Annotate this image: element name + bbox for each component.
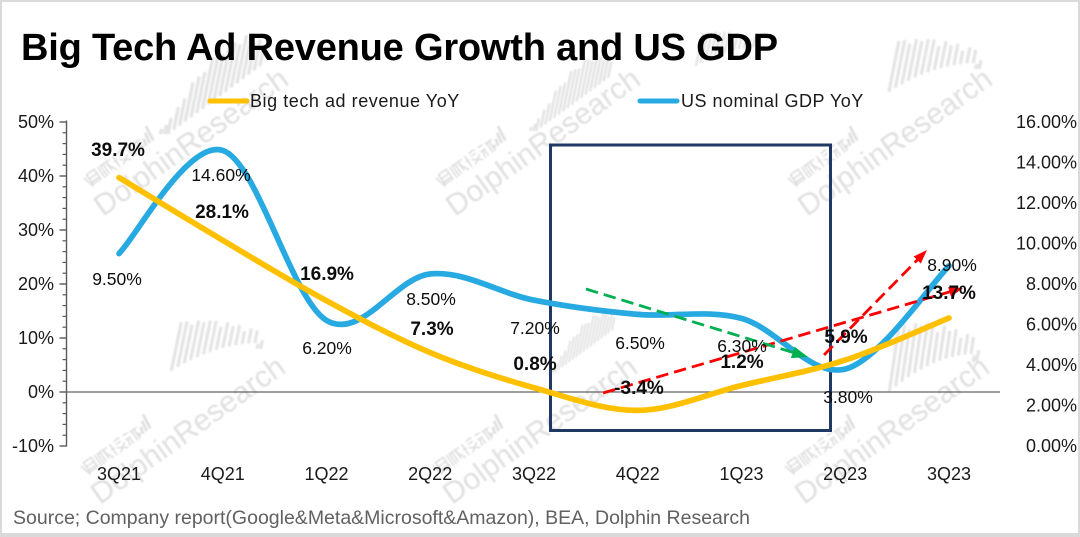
svg-text:0.00%: 0.00% <box>1026 436 1077 456</box>
svg-text:Source; Company report(Google&: Source; Company report(Google&Meta&Micro… <box>13 507 750 529</box>
svg-text:14.60%: 14.60% <box>191 165 250 185</box>
svg-text:13.7%: 13.7% <box>922 283 976 304</box>
svg-text:6.50%: 6.50% <box>615 333 665 353</box>
svg-text:2.00%: 2.00% <box>1026 396 1077 416</box>
svg-text:1.2%: 1.2% <box>720 352 763 373</box>
svg-text:16.9%: 16.9% <box>300 264 354 285</box>
svg-text:-3.4%: -3.4% <box>614 378 664 399</box>
svg-text:4Q21: 4Q21 <box>201 464 245 484</box>
svg-text:0%: 0% <box>28 382 54 402</box>
svg-text:3Q21: 3Q21 <box>97 464 141 484</box>
svg-text:US nominal GDP YoY: US nominal GDP YoY <box>681 91 864 111</box>
svg-text:10%: 10% <box>18 328 54 348</box>
svg-text:3Q23: 3Q23 <box>927 464 971 484</box>
svg-text:50%: 50% <box>18 112 54 132</box>
svg-text:6.30%: 6.30% <box>717 336 767 356</box>
svg-text:6.20%: 6.20% <box>302 338 352 358</box>
svg-text:1Q22: 1Q22 <box>304 464 348 484</box>
svg-text:2Q23: 2Q23 <box>823 464 867 484</box>
svg-text:10.00%: 10.00% <box>1016 234 1077 254</box>
svg-text:4.00%: 4.00% <box>1026 355 1077 375</box>
svg-text:12.00%: 12.00% <box>1016 193 1077 213</box>
svg-text:8.00%: 8.00% <box>1026 274 1077 294</box>
svg-text:5.9%: 5.9% <box>824 327 867 348</box>
svg-text:14.00%: 14.00% <box>1016 153 1077 173</box>
svg-text:7.3%: 7.3% <box>410 319 453 340</box>
svg-text:-10%: -10% <box>12 436 54 456</box>
svg-text:1Q23: 1Q23 <box>719 464 763 484</box>
svg-text:6.00%: 6.00% <box>1026 315 1077 335</box>
svg-text:0.8%: 0.8% <box>513 354 556 375</box>
svg-text:3.80%: 3.80% <box>823 387 873 407</box>
svg-text:16.00%: 16.00% <box>1016 112 1077 132</box>
svg-text:3Q22: 3Q22 <box>512 464 556 484</box>
svg-text:8.50%: 8.50% <box>406 289 456 309</box>
svg-text:20%: 20% <box>18 274 54 294</box>
svg-text:Big Tech Ad Revenue Growth and: Big Tech Ad Revenue Growth and US GDP <box>21 27 778 69</box>
svg-text:9.50%: 9.50% <box>92 269 142 289</box>
svg-text:4Q22: 4Q22 <box>616 464 660 484</box>
svg-text:28.1%: 28.1% <box>195 202 249 223</box>
svg-text:8.90%: 8.90% <box>927 255 977 275</box>
svg-text:2Q22: 2Q22 <box>408 464 452 484</box>
svg-text:40%: 40% <box>18 166 54 186</box>
svg-text:7.20%: 7.20% <box>510 318 560 338</box>
svg-text:Big tech ad revenue YoY: Big tech ad revenue YoY <box>250 91 460 111</box>
svg-text:39.7%: 39.7% <box>91 140 145 161</box>
svg-text:30%: 30% <box>18 220 54 240</box>
